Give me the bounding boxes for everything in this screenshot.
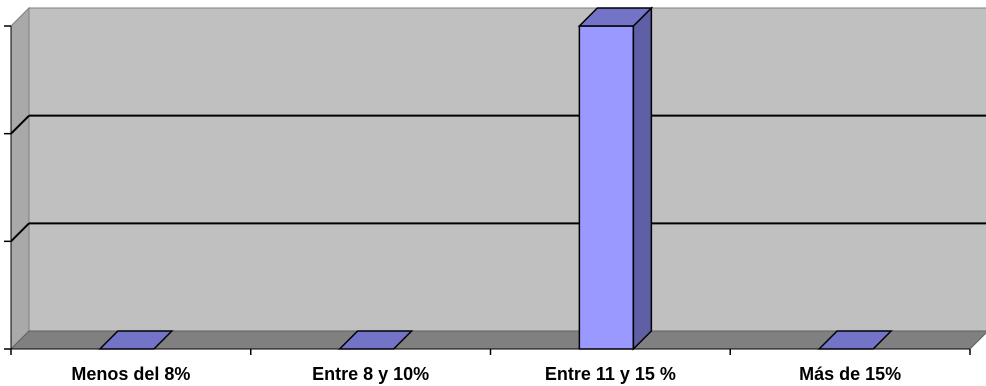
x-tick-label: Más de 15% [799, 364, 901, 384]
x-tick-label: Menos del 8% [71, 364, 190, 384]
side-wall [10, 6, 30, 351]
x-tick-label: Entre 11 y 15 % [545, 364, 676, 384]
bar-top [98, 330, 174, 350]
x-tick-label: Entre 8 y 10% [312, 364, 429, 384]
bar [577, 6, 654, 351]
bar-side [632, 6, 653, 351]
gridline-side [10, 114, 30, 135]
bar [817, 330, 893, 350]
bar-front [578, 25, 635, 350]
bar-top [817, 330, 893, 350]
back-wall [28, 7, 986, 332]
bar-top [577, 7, 654, 27]
bar [98, 330, 174, 350]
gridline-side [10, 222, 30, 243]
bar [337, 330, 414, 350]
bar-top [337, 330, 414, 350]
